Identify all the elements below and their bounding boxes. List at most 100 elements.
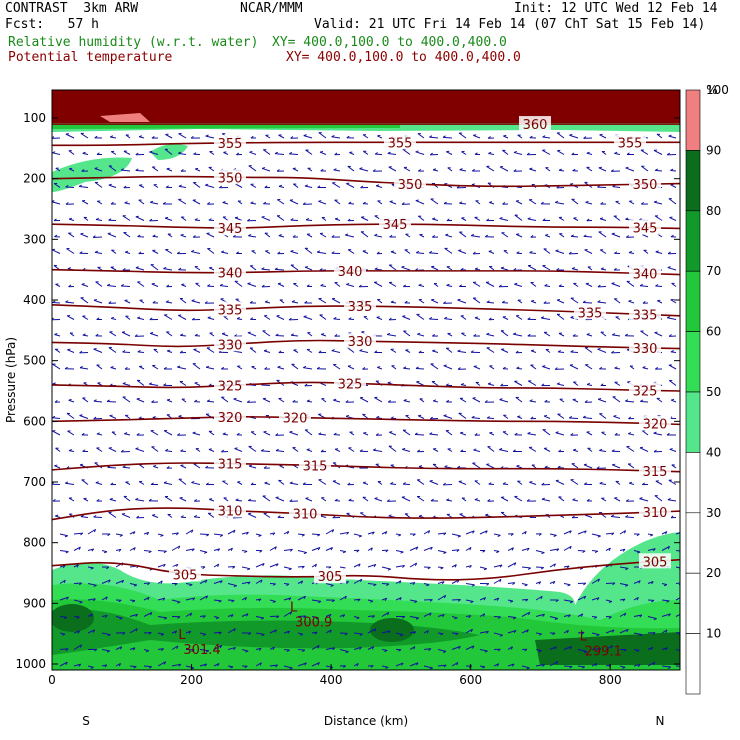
isentrope-label-bg (639, 504, 671, 520)
wind-arrow (577, 631, 585, 634)
wind-arrow-head (650, 647, 653, 651)
wind-arrow (654, 201, 663, 205)
wind-arrow (289, 153, 299, 155)
wind-arrow (493, 578, 502, 584)
wind-arrow (655, 480, 663, 485)
wind-arrow-head (359, 646, 362, 650)
wind-arrow (416, 313, 425, 320)
wind-arrow-head (625, 399, 629, 402)
wind-arrow-head (202, 566, 206, 569)
wind-arrow-head (373, 583, 377, 587)
wind-arrow-head (121, 513, 126, 515)
wind-arrow (178, 152, 187, 155)
wind-arrow-head (194, 333, 198, 337)
wind-arrow-head (205, 482, 209, 485)
wind-arrow-head (442, 135, 446, 138)
wind-arrow (472, 281, 481, 287)
wind-arrow-head (568, 251, 572, 255)
colorbar-segment (685, 452, 701, 514)
wind-arrow (96, 200, 103, 205)
wind-arrow (199, 615, 206, 617)
wind-arrow-head (502, 202, 506, 205)
wind-arrow (362, 413, 369, 419)
wind-arrow-head (429, 612, 432, 616)
wind-arrow-head (206, 399, 211, 402)
wind-arrow (171, 599, 181, 603)
wind-arrow-head (160, 580, 163, 584)
wind-arrow-head (231, 600, 235, 603)
wind-arrow-head (484, 234, 489, 238)
wind-arrow (68, 232, 75, 238)
wind-arrow-head (457, 298, 461, 301)
wind-arrow-head (165, 448, 169, 452)
wind-arrow-head (306, 399, 310, 402)
wind-arrow (283, 530, 290, 535)
wind-arrow-head (374, 628, 377, 632)
isentrope-label-bg (379, 216, 411, 232)
wind-arrow-head (544, 465, 548, 468)
wind-arrow (247, 332, 257, 337)
colorbar-segment (685, 512, 701, 574)
wind-arrow (471, 235, 481, 238)
isentrope-355 (52, 141, 680, 147)
wind-arrow-head (585, 200, 589, 203)
wind-arrow (586, 167, 593, 172)
wind-arrow (137, 351, 145, 353)
wind-arrow-head (390, 482, 394, 485)
wind-arrow (628, 200, 635, 205)
wind-arrow-head (334, 152, 338, 156)
wind-arrow-head (665, 629, 668, 633)
wind-arrow (249, 151, 257, 155)
wind-arrow-head (553, 534, 557, 537)
isentrope-label: 335 (633, 308, 658, 323)
wind-arrow-head (666, 432, 670, 436)
wind-arrow-head (230, 614, 234, 618)
wind-arrow (437, 664, 447, 667)
wind-arrow (437, 613, 445, 617)
wind-arrow (558, 217, 565, 221)
wind-arrow (527, 433, 537, 436)
wind-arrow (325, 665, 333, 668)
isentrope-label: 345 (708, 223, 733, 238)
wind-arrow (123, 495, 131, 502)
wind-arrow (486, 463, 495, 469)
wind-arrow (409, 562, 417, 568)
wind-arrow (93, 299, 103, 304)
wind-arrow (195, 282, 201, 287)
wind-arrow (619, 530, 626, 535)
wind-arrow (416, 252, 425, 254)
wind-arrow (359, 168, 369, 172)
wind-arrow (585, 201, 593, 205)
wind-arrow (530, 364, 537, 370)
wind-arrow-head (567, 584, 571, 587)
wind-arrow (255, 632, 265, 635)
wind-arrow-head (219, 283, 223, 287)
wind-arrow-head (247, 282, 251, 285)
wind-arrow-head (486, 300, 490, 303)
colorbar-tick-label: 70 (706, 264, 721, 278)
wind-arrow (640, 149, 649, 155)
wind-arrow-head (626, 235, 630, 238)
wind-arrow-head (457, 367, 461, 370)
wind-arrow-head (628, 416, 632, 420)
wind-arrow-head (360, 185, 364, 189)
wind-arrow (569, 134, 579, 139)
wind-arrow (248, 465, 257, 469)
wind-arrow-head (498, 284, 502, 288)
wind-arrow (129, 613, 138, 617)
wind-arrow-head (119, 646, 123, 650)
wind-arrow (502, 431, 509, 436)
wind-arrow (486, 301, 495, 304)
isentrope-label: 350 (708, 177, 733, 192)
wind-arrow (311, 533, 320, 536)
wind-arrow-head (290, 136, 294, 139)
isentrope-label-bg (344, 298, 376, 314)
wind-arrow (429, 318, 439, 320)
wind-arrow-head (247, 568, 251, 571)
wind-arrow (558, 332, 565, 337)
wind-arrow (297, 595, 306, 601)
wind-arrow-head (385, 666, 389, 669)
wind-arrow-head (344, 633, 348, 636)
wind-arrow-head (135, 497, 139, 500)
wind-arrow-head (670, 350, 674, 353)
